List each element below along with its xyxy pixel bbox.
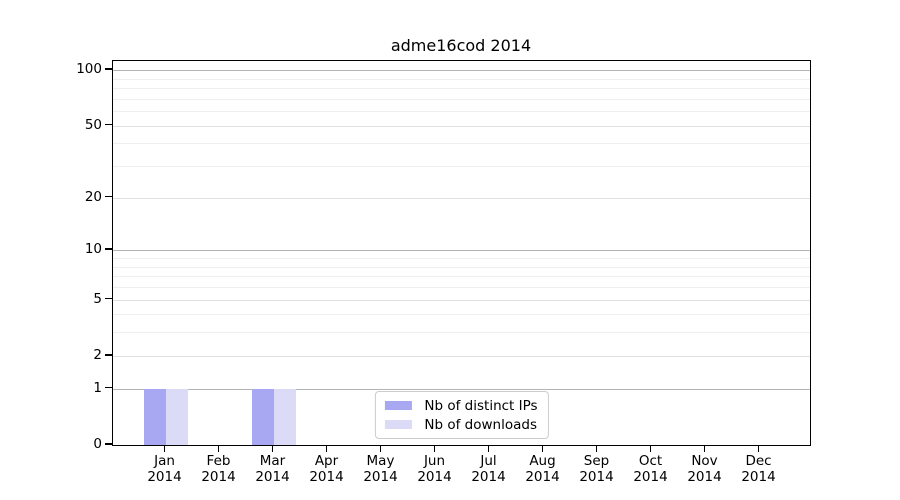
legend-entry-distinct-ips: Nb of distinct IPs <box>384 397 538 414</box>
gridline-y-40 <box>113 143 810 145</box>
y-tick-label-10: 10 <box>84 241 102 258</box>
x-tick-label-may: May 2014 <box>363 453 398 485</box>
x-tick-mark-jul <box>487 445 490 452</box>
legend-label-downloads: Nb of downloads <box>424 416 537 433</box>
gridline-y-7 <box>113 276 810 278</box>
gridline-y-10 <box>113 250 810 252</box>
gridline-y-9 <box>113 258 810 259</box>
y-tick-mark-20 <box>105 195 112 198</box>
gridline-y-60 <box>113 111 810 113</box>
y-tick-label-100: 100 <box>76 61 102 78</box>
gridline-y-50 <box>113 125 810 127</box>
x-tick-mark-jun <box>433 445 436 452</box>
bar-mar-series0 <box>251 388 274 445</box>
y-tick-mark-10 <box>105 248 112 250</box>
gridline-y-30 <box>113 166 810 168</box>
legend-swatch-downloads <box>384 420 412 429</box>
y-tick-label-2: 2 <box>93 346 102 363</box>
x-tick-label-aug: Aug 2014 <box>525 453 560 485</box>
y-tick-mark-50 <box>105 123 112 126</box>
legend-swatch-distinct-ips <box>384 401 412 410</box>
x-tick-mark-nov <box>703 445 706 452</box>
gridline-y-100 <box>113 70 810 72</box>
bar-mar-series1 <box>273 388 296 445</box>
x-tick-label-dec: Dec 2014 <box>741 453 776 485</box>
x-tick-mark-oct <box>649 445 652 452</box>
y-tick-mark-0 <box>105 443 112 445</box>
y-tick-mark-5 <box>105 297 112 300</box>
y-tick-label-5: 5 <box>93 290 102 307</box>
x-tick-mark-aug <box>541 445 544 452</box>
y-tick-label-50: 50 <box>84 116 102 133</box>
x-tick-mark-jan <box>163 445 166 452</box>
x-tick-label-jul: Jul 2014 <box>471 453 506 485</box>
legend: Nb of distinct IPs Nb of downloads <box>374 391 549 439</box>
x-tick-mark-sep <box>595 445 598 452</box>
gridline-y-5 <box>113 299 810 301</box>
x-tick-mark-dec <box>757 445 760 452</box>
gridline-y-90 <box>113 78 810 80</box>
x-tick-mark-apr <box>325 445 328 452</box>
gridline-y-1 <box>113 388 810 390</box>
chart-title: adme16cod 2014 <box>390 36 532 55</box>
bar-jan-series0 <box>143 388 166 445</box>
x-tick-mark-mar <box>271 445 274 452</box>
y-tick-mark-2 <box>105 354 112 356</box>
plot-area: Nb of distinct IPs Nb of downloads <box>112 60 811 446</box>
gridline-y-6 <box>113 286 810 288</box>
legend-entry-downloads: Nb of downloads <box>384 416 537 433</box>
x-tick-label-mar: Mar 2014 <box>255 453 290 485</box>
gridline-y-3 <box>113 332 810 334</box>
gridline-y-80 <box>113 88 810 89</box>
gridline-y-70 <box>113 98 810 100</box>
bar-jan-series1 <box>165 388 188 445</box>
x-tick-label-feb: Feb 2014 <box>201 453 236 485</box>
gridline-y-4 <box>113 314 810 316</box>
gridline-y-20 <box>113 197 810 199</box>
y-tick-label-0: 0 <box>93 436 102 452</box>
y-tick-label-1: 1 <box>93 379 102 396</box>
x-tick-label-jan: Jan 2014 <box>147 453 182 485</box>
gridline-y-8 <box>113 266 810 268</box>
y-tick-mark-1 <box>105 386 112 389</box>
x-tick-label-oct: Oct 2014 <box>633 453 668 485</box>
x-tick-mark-may <box>379 445 382 452</box>
y-tick-label-20: 20 <box>84 188 102 205</box>
x-tick-label-apr: Apr 2014 <box>309 453 344 485</box>
x-tick-label-nov: Nov 2014 <box>687 453 722 485</box>
x-tick-mark-feb <box>217 445 220 452</box>
y-tick-mark-100 <box>105 68 112 70</box>
legend-label-distinct-ips: Nb of distinct IPs <box>424 397 538 414</box>
gridline-y-2 <box>113 355 810 357</box>
x-tick-label-sep: Sep 2014 <box>579 453 614 485</box>
x-tick-label-jun: Jun 2014 <box>417 453 452 485</box>
